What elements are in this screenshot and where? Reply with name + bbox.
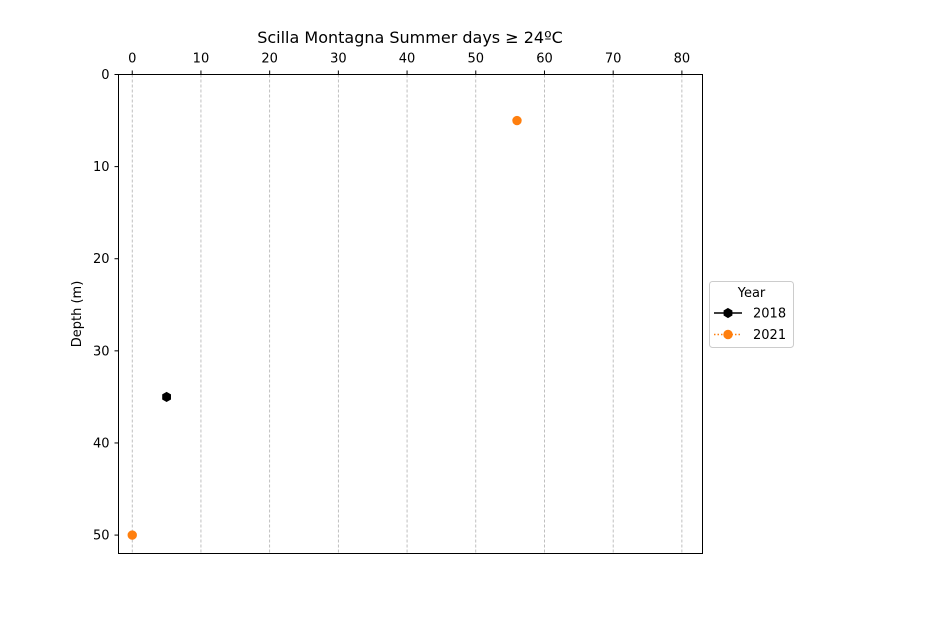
data-points <box>127 115 522 540</box>
chart-title: Scilla Montagna Summer days ≥ 24ºC <box>257 28 563 47</box>
x-tick-label: 50 <box>467 52 484 67</box>
x-tick-label: 30 <box>330 52 347 67</box>
x-tick-label: 10 <box>193 52 210 67</box>
y-tick-label: 40 <box>93 436 110 451</box>
plot-frame <box>118 74 703 554</box>
legend-title: Year <box>737 286 766 301</box>
x-tick-label: 60 <box>536 52 553 67</box>
y-axis: 0 10 20 30 40 50 <box>93 68 119 544</box>
legend: Year 2018 2021 <box>709 281 794 348</box>
x-tick-label: 70 <box>605 52 622 67</box>
x-tick-label: 20 <box>261 52 278 67</box>
y-axis-label: Depth (m) <box>70 281 85 348</box>
y-tick-label: 10 <box>93 160 110 175</box>
point-2021 <box>512 115 522 126</box>
y-tick-label: 20 <box>93 252 110 267</box>
x-tick-label: 80 <box>674 52 691 67</box>
y-tick-label: 50 <box>93 529 110 544</box>
legend-marker-2018 <box>723 307 733 319</box>
point-2021 <box>127 530 137 540</box>
legend-marker-2021 <box>723 329 733 340</box>
x-tick-label: 0 <box>128 52 136 67</box>
point-2018 <box>162 391 171 402</box>
y-tick-label: 30 <box>93 344 110 359</box>
x-tick-label: 40 <box>399 52 416 67</box>
legend-label-2021: 2021 <box>753 328 786 343</box>
x-axis: 0 10 20 30 40 50 60 70 80 <box>128 52 690 75</box>
y-tick-label: 0 <box>101 68 109 83</box>
grid <box>131 74 683 554</box>
legend-label-2018: 2018 <box>753 307 786 322</box>
